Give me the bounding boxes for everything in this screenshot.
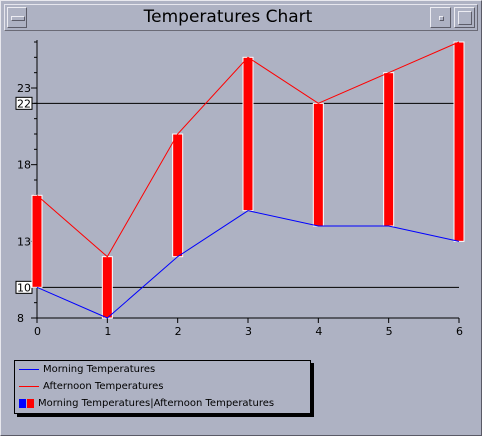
range-bar-0 [31, 194, 43, 288]
window-menu-icon [11, 16, 25, 21]
x-tick-label-6: 6 [456, 325, 463, 338]
y-tick-label-8: 8 [17, 312, 24, 325]
minimize-icon [439, 16, 444, 21]
reference-label-box-22 [15, 96, 33, 110]
maximize-button[interactable] [454, 7, 475, 28]
y-tick-label-18: 18 [17, 159, 31, 172]
legend-item-afternoon: Afternoon Temperatures [19, 379, 163, 394]
legend-swatch-red [27, 398, 34, 408]
range-bar-1 [101, 256, 113, 319]
y-tick-label-23: 23 [17, 82, 31, 95]
x-tick-label-3: 3 [245, 325, 252, 338]
legend: Morning Temperatures Afternoon Temperatu… [14, 360, 311, 414]
series-line-morning [36, 210, 460, 319]
window-menu-button[interactable] [7, 7, 27, 28]
legend-swatch-blue [19, 398, 26, 408]
legend-item-morning: Morning Temperatures [19, 362, 155, 377]
y-tick-label-13: 13 [17, 235, 31, 248]
x-tick-label-0: 0 [34, 325, 41, 338]
reference-label-10: 10 [17, 281, 31, 294]
range-bar-4 [312, 102, 324, 227]
x-tick-label-2: 2 [175, 325, 182, 338]
legend-item-range: Morning Temperatures|Afternoon Temperatu… [19, 396, 274, 411]
range-bar-5 [383, 72, 395, 227]
legend-label-afternoon: Afternoon Temperatures [43, 381, 164, 392]
range-bar-2 [172, 133, 184, 258]
maximize-icon [458, 11, 472, 25]
legend-label-morning: Morning Temperatures [43, 364, 156, 375]
legend-label-range: Morning Temperatures|Afternoon Temperatu… [38, 398, 275, 409]
series-line-afternoon [36, 41, 460, 258]
range-bar-6 [453, 41, 465, 242]
x-tick-label-4: 4 [315, 325, 322, 338]
x-tick-label-5: 5 [386, 325, 393, 338]
legend-line-afternoon [19, 385, 39, 387]
minimize-button[interactable] [430, 7, 451, 28]
x-tick-label-1: 1 [104, 325, 111, 338]
legend-line-morning [19, 368, 39, 370]
title-bar[interactable]: Temperatures Chart [4, 4, 478, 31]
window-title: Temperatures Chart [143, 7, 313, 27]
range-bar-3 [242, 56, 254, 212]
reference-label-22: 22 [17, 97, 31, 110]
